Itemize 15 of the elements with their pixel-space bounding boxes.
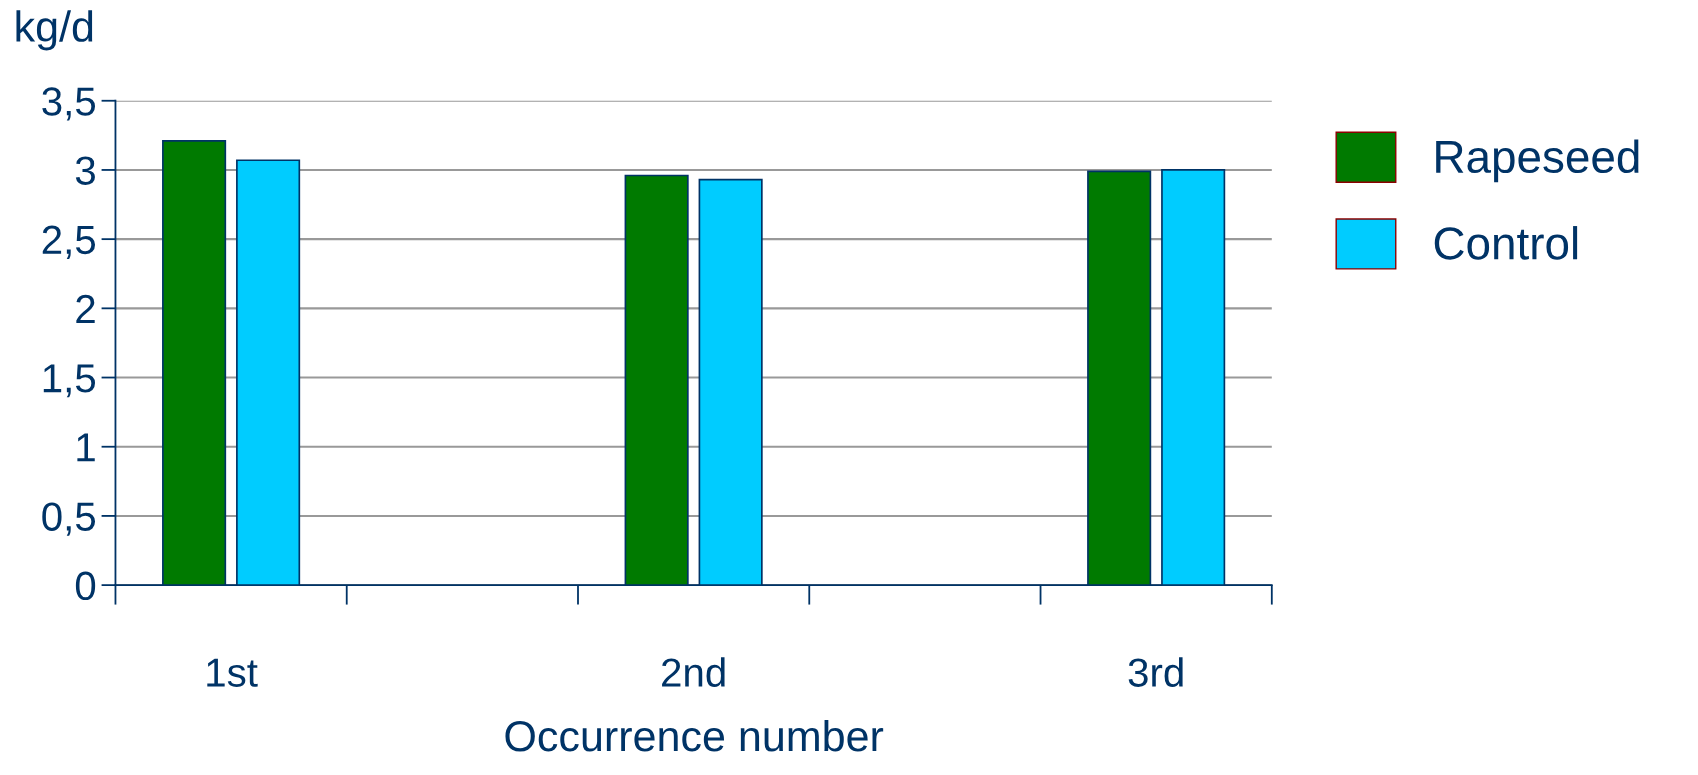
legend-label: Rapeseed <box>1436 139 1639 183</box>
y-axis-title: kg/d <box>16 10 93 51</box>
y-tick-label: 0,5 <box>42 502 96 536</box>
x-axis-title: Occurrence number <box>505 719 884 752</box>
x-tick-label: 3rd <box>1128 657 1183 687</box>
y-tick-label: 3 <box>75 156 95 185</box>
y-tick-label: 3,5 <box>42 87 96 121</box>
y-tick-label: 2,5 <box>42 225 96 259</box>
y-tick-label: 0 <box>75 571 96 601</box>
y-tick-label: 2 <box>76 294 95 323</box>
legend-label: Control <box>1434 226 1578 260</box>
x-tick-label: 1st <box>207 658 258 687</box>
x-tick-label: 2nd <box>662 657 725 687</box>
y-tick-label: 1 <box>77 433 95 462</box>
y-tick-label: 1,5 <box>43 364 96 398</box>
